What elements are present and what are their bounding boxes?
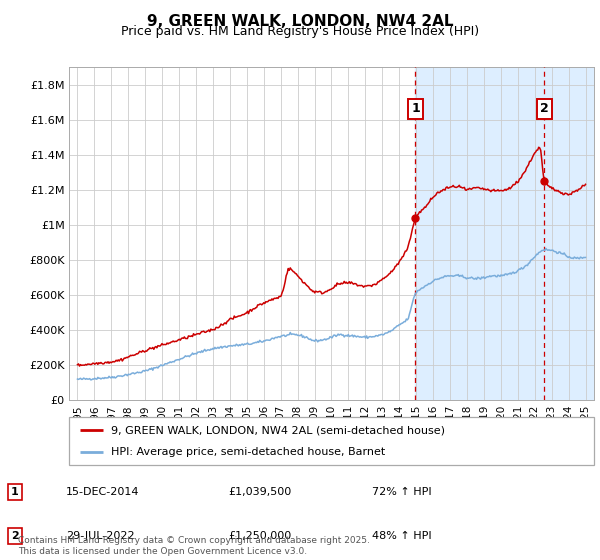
Text: 29-JUL-2022: 29-JUL-2022 <box>66 531 134 541</box>
Text: 48% ↑ HPI: 48% ↑ HPI <box>372 531 431 541</box>
Text: HPI: Average price, semi-detached house, Barnet: HPI: Average price, semi-detached house,… <box>111 447 385 457</box>
Text: 72% ↑ HPI: 72% ↑ HPI <box>372 487 431 497</box>
Text: 2: 2 <box>540 102 549 115</box>
Text: 9, GREEN WALK, LONDON, NW4 2AL: 9, GREEN WALK, LONDON, NW4 2AL <box>147 14 453 29</box>
FancyBboxPatch shape <box>69 417 594 465</box>
Text: £1,039,500: £1,039,500 <box>228 487 291 497</box>
Text: 9, GREEN WALK, LONDON, NW4 2AL (semi-detached house): 9, GREEN WALK, LONDON, NW4 2AL (semi-det… <box>111 425 445 435</box>
Text: 15-DEC-2014: 15-DEC-2014 <box>66 487 139 497</box>
Text: £1,250,000: £1,250,000 <box>228 531 291 541</box>
Text: Contains HM Land Registry data © Crown copyright and database right 2025.
This d: Contains HM Land Registry data © Crown c… <box>18 536 370 556</box>
Text: 2: 2 <box>11 531 19 541</box>
Bar <box>415 67 600 400</box>
Text: 1: 1 <box>11 487 19 497</box>
Text: 1: 1 <box>411 102 420 115</box>
Text: Price paid vs. HM Land Registry's House Price Index (HPI): Price paid vs. HM Land Registry's House … <box>121 25 479 38</box>
